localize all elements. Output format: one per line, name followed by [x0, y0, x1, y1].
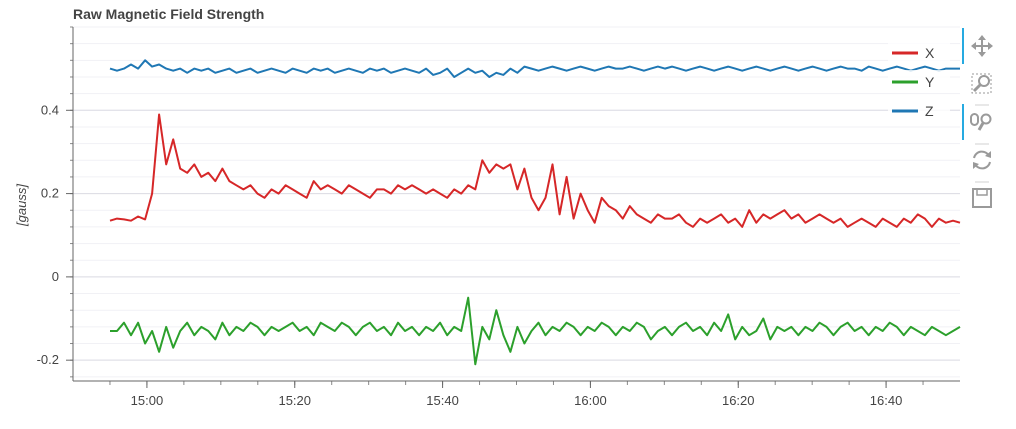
reset-tool-button[interactable] [964, 142, 1000, 178]
y-tick-label: 0.4 [41, 102, 59, 117]
y-tick-label: 0 [52, 269, 59, 284]
series-lines [109, 59, 961, 366]
grid-lines [73, 26, 960, 378]
legend-item-background [888, 99, 950, 121]
x-tick-label: 15:20 [278, 393, 311, 408]
toolbar[interactable] [962, 28, 1000, 216]
tool-hit-area [964, 180, 1000, 216]
save-icon [972, 188, 992, 208]
x-tick-label: 16:00 [574, 393, 607, 408]
reset-icon [973, 150, 991, 170]
chart-title: Raw Magnetic Field Strength [73, 6, 264, 22]
pan-tool-button[interactable] [962, 28, 1000, 64]
legend-item-x[interactable]: X [888, 41, 950, 63]
legend-item-background [888, 41, 950, 63]
y-axis-label: [gauss] [14, 184, 29, 227]
box-zoom-tool-button[interactable] [964, 65, 1000, 101]
x-tick-label: 16:20 [722, 393, 755, 408]
tool-hit-area [964, 142, 1000, 178]
legend-label: Z [925, 103, 934, 119]
series-line-y [110, 296, 961, 366]
legend-item-y[interactable]: Y [888, 70, 950, 92]
legend-label: Y [925, 74, 935, 90]
y-tick-label: 0.2 [41, 186, 59, 201]
series-line-z [109, 59, 960, 78]
axes: -0.2 0 0.2 0.4 15:00 15:20 15:40 16:00 16:20 16:4… [37, 26, 960, 408]
tool-hit-area [964, 65, 1000, 101]
save-tool-button[interactable] [964, 180, 1000, 216]
legend-item-z[interactable]: Z [888, 99, 950, 121]
series-line-x [109, 113, 961, 228]
legend-item-background [888, 70, 950, 92]
legend-label: X [925, 45, 935, 61]
wheel-zoom-tool-button[interactable] [962, 104, 1000, 140]
wheel-zoom-icon [970, 113, 992, 131]
x-tick-label: 15:00 [131, 393, 164, 408]
x-tick-label: 15:40 [426, 393, 459, 408]
box-zoom-icon [971, 73, 992, 94]
y-tick-label: -0.2 [37, 352, 59, 367]
pan-icon [971, 35, 993, 57]
legend[interactable]: XYZ [888, 41, 950, 121]
x-tick-label: 16:40 [870, 393, 903, 408]
